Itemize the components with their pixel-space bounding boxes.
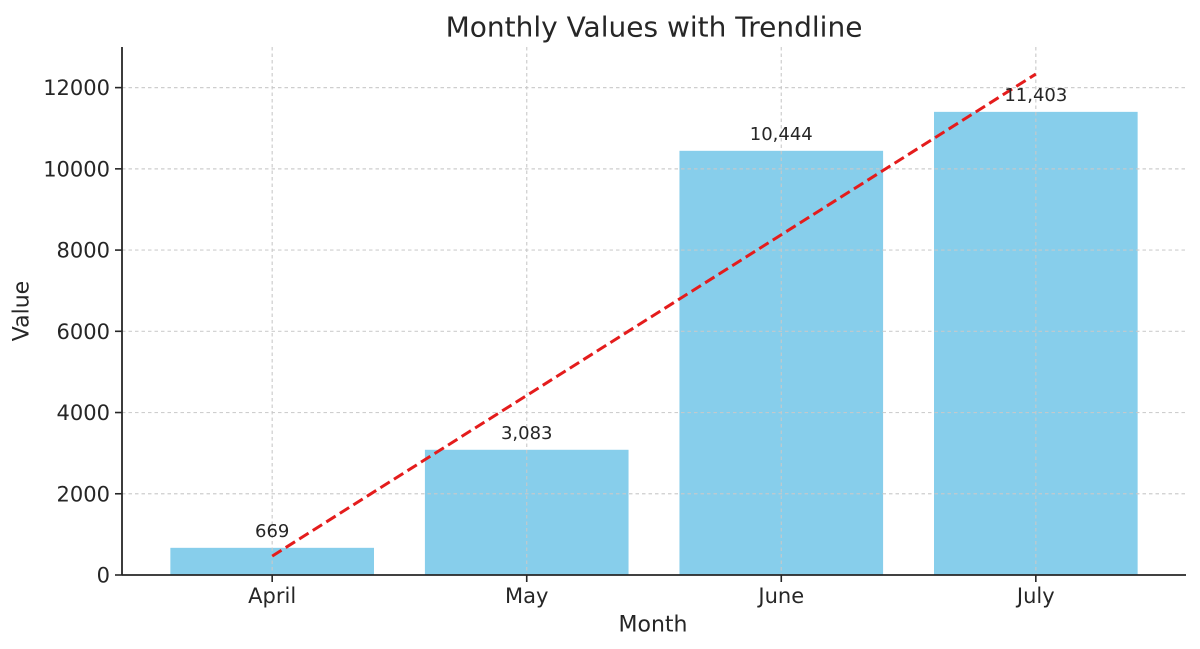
y-tick-label: 4000 xyxy=(57,401,110,425)
bar-value-label: 10,444 xyxy=(750,124,813,145)
y-tick-label: 0 xyxy=(97,564,110,588)
trendline xyxy=(271,72,1037,558)
bar-value-label: 11,403 xyxy=(1004,85,1067,106)
x-tick-label: May xyxy=(505,584,548,608)
y-axis-label: Value xyxy=(9,280,35,342)
bar-value-label: 669 xyxy=(255,521,289,542)
y-tick-label: 12000 xyxy=(43,76,110,100)
y-tick-label: 6000 xyxy=(57,320,110,344)
x-axis-label: Month xyxy=(618,612,688,638)
y-tick-label: 8000 xyxy=(57,239,110,263)
x-tick-label: June xyxy=(756,584,804,608)
bar-july xyxy=(934,111,1138,576)
x-tick-label: April xyxy=(248,584,296,608)
y-tick-label: 10000 xyxy=(43,157,110,181)
bar-value-label: 3,083 xyxy=(501,423,553,444)
chart-title: Monthly Values with Trendline xyxy=(445,10,863,44)
x-tick-label: July xyxy=(1015,584,1055,608)
y-tick-label: 2000 xyxy=(57,482,110,506)
